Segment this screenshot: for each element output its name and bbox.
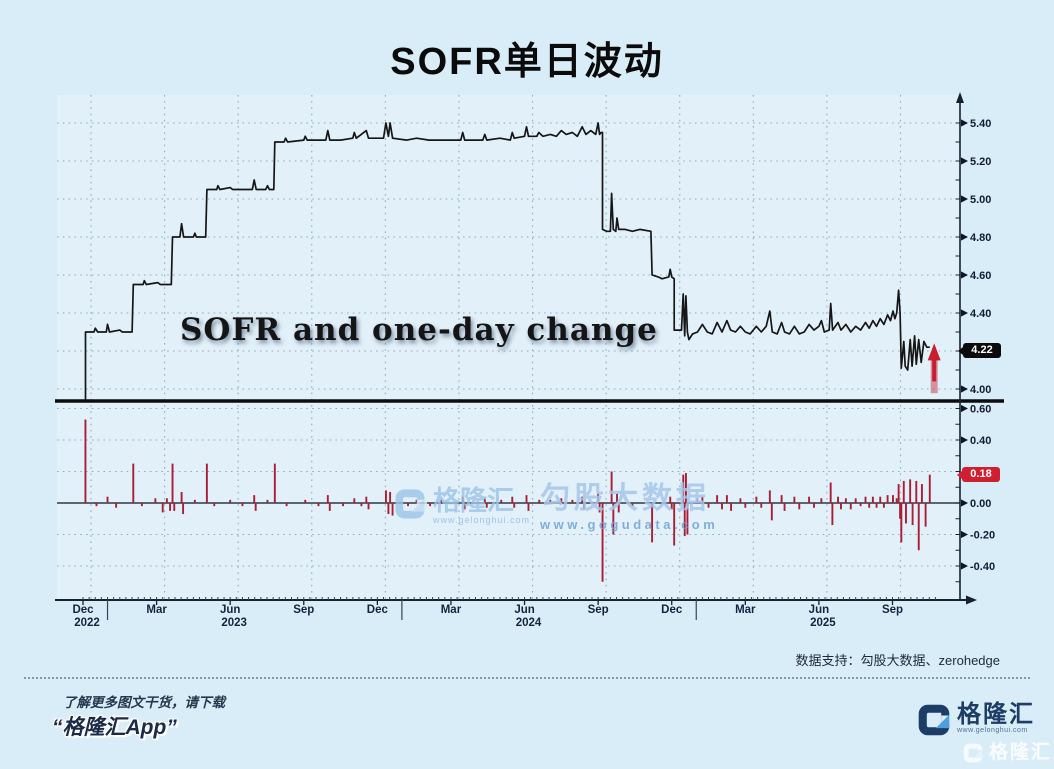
svg-text:5.00: 5.00: [970, 194, 991, 206]
svg-text:0.40: 0.40: [970, 435, 991, 447]
gelonghui-logo: 格隆汇 www.gelonghui.com: [916, 702, 1035, 743]
svg-text:5.40: 5.40: [970, 118, 991, 130]
svg-text:-0.20: -0.20: [970, 529, 995, 541]
svg-text:5.20: 5.20: [970, 156, 991, 168]
watermark-gogudata: 勾股大数据 www.gogudata.com: [540, 483, 718, 532]
watermark-gelonghui-url: www.gelonghui.com: [433, 515, 531, 525]
svg-text:2023: 2023: [221, 617, 247, 629]
watermark-gelonghui: 格隆汇 www.gelonghui.com: [393, 487, 530, 526]
watermark-gelonghui-text: 格隆汇: [433, 486, 514, 516]
svg-text:2025: 2025: [810, 617, 836, 629]
svg-text:4.80: 4.80: [970, 232, 991, 244]
gelonghui-logo-icon: [393, 487, 427, 526]
svg-text:4.40: 4.40: [970, 308, 991, 320]
page-title: SOFR单日波动: [390, 41, 664, 83]
watermark-gogudata-url: www.gogudata.com: [540, 517, 719, 532]
svg-text:Jun: Jun: [809, 604, 829, 616]
change-last-value-label: 0.18: [957, 467, 1000, 482]
svg-text:2024: 2024: [516, 617, 542, 629]
svg-text:Dec: Dec: [72, 604, 94, 616]
svg-text:Dec: Dec: [661, 604, 683, 616]
svg-text:Dec: Dec: [367, 604, 389, 616]
svg-text:4.60: 4.60: [970, 270, 991, 282]
gelonghui-logo-partial: 格隆汇: [962, 742, 1052, 769]
svg-text:2022: 2022: [74, 617, 100, 629]
datasource-note: 数据支持：勾股大数据、zerohedge: [795, 653, 1000, 668]
gelonghui-logo-icon: [962, 742, 984, 769]
logo-url: www.gelonghui.com: [957, 727, 1028, 734]
footer-divider: [24, 677, 1030, 679]
promo-text: 了解更多图文干货，请下载: [63, 695, 225, 710]
watermark-gogudata-text: 勾股大数据: [540, 482, 710, 515]
svg-text:Jun: Jun: [514, 604, 534, 616]
svg-text:4.00: 4.00: [970, 384, 991, 396]
svg-text:Mar: Mar: [146, 604, 167, 616]
svg-text:Mar: Mar: [441, 604, 462, 616]
app-name-text: “格隆汇App”: [52, 716, 177, 739]
svg-text:0.00: 0.00: [970, 498, 991, 510]
sofr-last-value-label: 4.22: [958, 343, 1001, 358]
logo-text: 格隆汇: [957, 701, 1035, 728]
gelonghui-logo-icon: [916, 702, 952, 743]
svg-text:Sep: Sep: [588, 604, 609, 616]
svg-text:-0.40: -0.40: [970, 561, 995, 573]
svg-text:0.60: 0.60: [970, 403, 991, 415]
svg-text:Jun: Jun: [220, 604, 240, 616]
svg-text:Sep: Sep: [882, 604, 903, 616]
svg-text:Mar: Mar: [735, 604, 756, 616]
bottom-logo-text: 格隆汇: [989, 742, 1053, 763]
svg-text:Sep: Sep: [293, 604, 314, 616]
chart-annotation: SOFR and one-day change: [180, 312, 658, 348]
